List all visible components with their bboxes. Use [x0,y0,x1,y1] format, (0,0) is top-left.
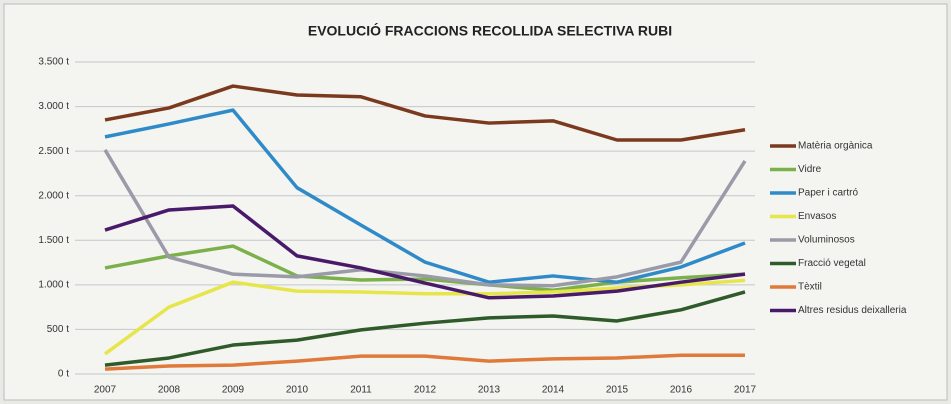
x-tick-label: 2013 [478,385,501,396]
legend-label: Paper i cartró [798,188,858,199]
legend-label: Fracció vegetal [798,258,866,269]
chart-title: EVOLUCIÓ FRACCIONS RECOLLIDA SELECTIVA R… [308,22,672,39]
x-tick-label: 2017 [734,385,757,396]
series-line [104,244,746,292]
x-tick-label: 2008 [158,385,181,396]
legend-label: Tèxtil [798,282,822,293]
y-tick-label: 3.500 t [38,57,69,68]
x-tick-label: 2011 [350,385,372,396]
series-line [104,353,745,371]
legend-label: Vidre [798,164,822,175]
x-tick-label: 2016 [670,385,693,396]
series-line [104,290,746,367]
legend-label: Envasos [798,211,836,222]
legend-label: Altres residus deixalleria [798,305,907,316]
legend-label: Voluminosos [798,235,855,246]
x-tick-label: 2007 [94,385,117,396]
series-line [104,108,746,284]
series-line [104,204,746,300]
x-tick-label: 2015 [606,385,629,396]
x-tick-label: 2012 [414,385,437,396]
legend-label: Matèria orgànica [798,141,873,152]
y-tick-label: 0 t [58,369,69,380]
x-tick-label: 2009 [222,385,245,396]
y-tick-label: 2.500 t [38,146,69,157]
y-tick-label: 1.500 t [38,235,69,246]
x-tick-label: 2014 [542,385,565,396]
y-tick-label: 1.000 t [38,279,69,290]
series-line [104,84,746,142]
y-tick-label: 2.000 t [38,190,69,201]
chart-frame [3,3,948,401]
series-line [103,148,747,288]
y-tick-label: 3.000 t [38,101,69,112]
x-tick-label: 2010 [286,385,309,396]
y-tick-label: 500 t [47,324,69,335]
